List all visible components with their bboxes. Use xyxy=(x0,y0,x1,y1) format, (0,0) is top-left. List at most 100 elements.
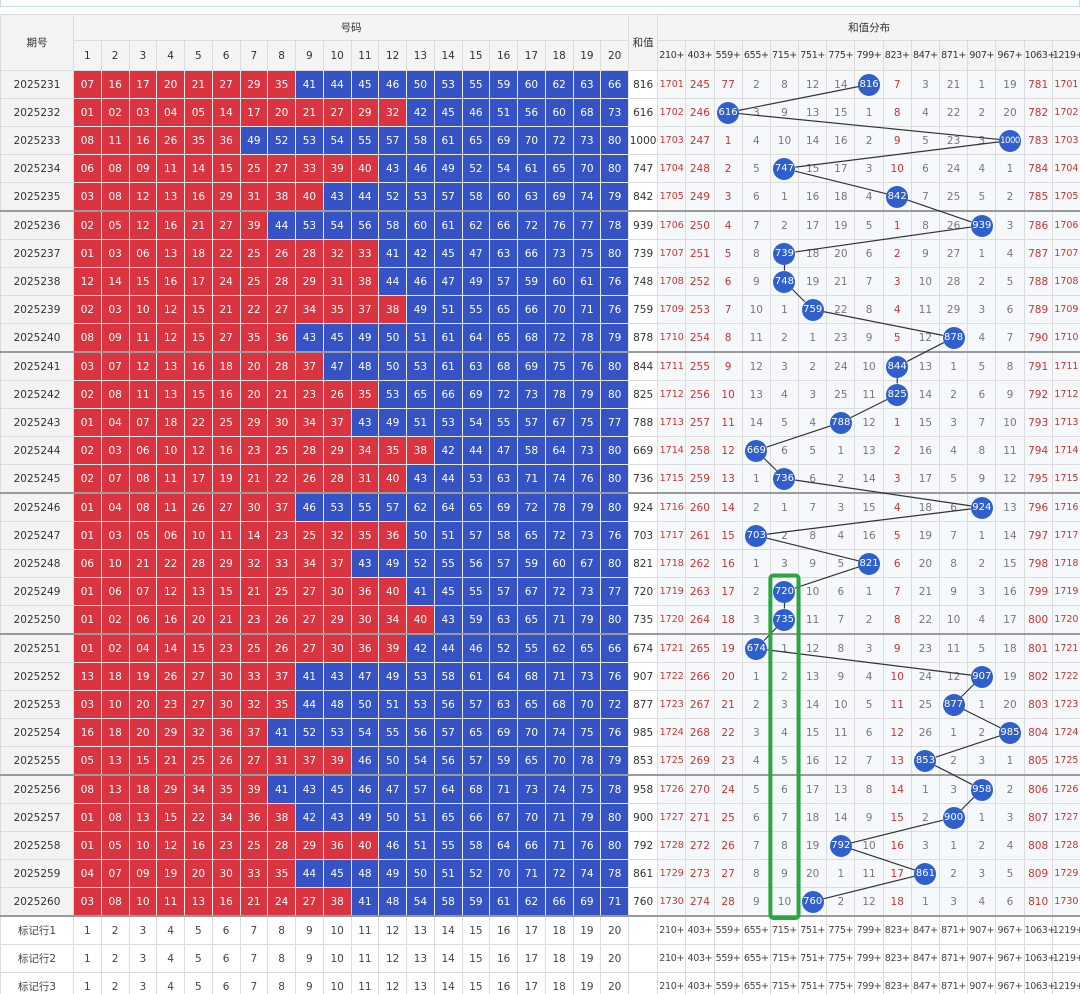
number-ball: 44 xyxy=(295,859,324,888)
distribution-column-header: 775+ xyxy=(826,40,856,71)
hit-ball: 825 xyxy=(886,383,909,406)
number-ball: 27 xyxy=(322,98,352,127)
number-ball: 50 xyxy=(350,690,380,719)
distribution-value: 1726 xyxy=(657,774,687,804)
marker-distribution: 847+ xyxy=(910,972,941,994)
marker-distribution: 559+ xyxy=(713,915,743,945)
distribution-value: 251 xyxy=(685,239,715,268)
distribution-value: 4 xyxy=(967,887,997,917)
distribution-value: 1710 xyxy=(1051,323,1080,353)
period: 2025236 xyxy=(0,210,74,240)
number-ball: 07 xyxy=(128,577,158,606)
distribution-value: 6 xyxy=(882,549,912,578)
marker-number: 16 xyxy=(489,972,518,994)
number-ball: 21 xyxy=(211,605,241,635)
number-ball: 20 xyxy=(128,690,158,719)
distribution-value: 2 xyxy=(910,803,941,832)
distribution-value: 1 xyxy=(769,295,800,324)
distribution-value: 1705 xyxy=(657,182,687,212)
marker-number: 14 xyxy=(433,972,463,994)
number-ball: 56 xyxy=(517,98,546,127)
distribution-value: 17 xyxy=(798,210,828,240)
distribution-column-header: 847+ xyxy=(910,40,941,71)
distribution-value: 24 xyxy=(826,351,856,381)
number-ball: 78 xyxy=(544,492,574,522)
distribution-value: 23 xyxy=(713,746,743,776)
number-ball: 58 xyxy=(517,436,546,465)
trend-table: 期号 号码 和值 和值分布 1 2 3 4 5 6 7 8 9 10 11 12 13 14 15 16 17 18 19 2… xyxy=(0,14,1080,994)
distribution-value: 1717 xyxy=(657,521,687,550)
number-ball: 55 xyxy=(433,831,463,860)
data-row: 2025245 02 07 08 11 17 19 21 22 26 28 31 40 43 44 53 63 7… xyxy=(0,464,1080,494)
number-column-header: 13 xyxy=(406,40,435,71)
number-ball: 10 xyxy=(100,549,130,578)
distribution-value: 13 xyxy=(798,662,828,691)
number-ball: 67 xyxy=(489,803,518,832)
distribution-value: 4 xyxy=(798,408,828,437)
sum-value: 1000 xyxy=(628,126,659,155)
distribution-value: 25 xyxy=(826,380,856,409)
distribution-value: 15 xyxy=(854,492,884,522)
number-ball: 43 xyxy=(322,662,352,691)
number-ball: 38 xyxy=(350,267,380,296)
distribution-value: 6 xyxy=(854,718,884,747)
distribution-value: 2 xyxy=(826,464,856,494)
number-ball: 21 xyxy=(184,70,213,99)
distribution-value: 3 xyxy=(854,633,884,663)
number-ball: 08 xyxy=(73,323,102,353)
distribution-value: 785 xyxy=(1023,182,1053,212)
distribution-value: 259 xyxy=(685,464,715,494)
distribution-value: 3 xyxy=(967,746,997,776)
sum-value: 747 xyxy=(628,154,659,183)
sum-value: 878 xyxy=(628,323,659,353)
number-ball: 35 xyxy=(350,380,380,409)
number-ball: 16 xyxy=(100,70,130,99)
distribution-value: 10 xyxy=(826,690,856,719)
distribution-value: 1 xyxy=(938,831,969,860)
distribution-value: 1 xyxy=(882,210,912,240)
distribution-value: 11 xyxy=(995,436,1025,465)
number-ball: 56 xyxy=(350,210,380,240)
number-ball: 76 xyxy=(572,351,602,381)
sum-value: 900 xyxy=(628,803,659,832)
number-ball: 72 xyxy=(544,577,574,606)
distribution-value: 3 xyxy=(938,774,969,804)
number-ball: 16 xyxy=(211,436,241,465)
marker-distribution: 210+ xyxy=(657,944,687,973)
number-ball: 64 xyxy=(489,831,518,860)
distribution-value: 6 xyxy=(910,154,941,183)
number-ball: 27 xyxy=(211,210,241,240)
marker-number: 3 xyxy=(128,915,158,945)
number-ball: 37 xyxy=(322,408,352,437)
distribution-value: 26 xyxy=(938,210,969,240)
distribution-value: 18 xyxy=(995,633,1025,663)
distribution-value: 256 xyxy=(685,380,715,409)
number-ball: 51 xyxy=(489,98,518,127)
number-ball: 62 xyxy=(544,70,574,99)
number-ball: 25 xyxy=(239,267,269,296)
marker-number: 6 xyxy=(211,944,241,973)
distribution-value: 6 xyxy=(938,492,969,522)
number-ball: 64 xyxy=(544,436,574,465)
distribution-value: 20 xyxy=(826,239,856,268)
distribution-value: 2 xyxy=(995,774,1025,804)
distribution-value: 803 xyxy=(1023,690,1053,719)
number-ball: 27 xyxy=(267,295,296,324)
number-ball: 30 xyxy=(211,690,241,719)
number-ball: 65 xyxy=(517,746,546,776)
number-ball: 28 xyxy=(322,464,352,494)
number-ball: 05 xyxy=(128,521,158,550)
distribution-value: 11 xyxy=(713,408,743,437)
distribution-value: 9 xyxy=(967,464,997,494)
distribution-value: 11 xyxy=(741,323,771,353)
period: 2025256 xyxy=(0,774,74,804)
distribution-value: 4 xyxy=(882,492,912,522)
distribution-value: 271 xyxy=(685,803,715,832)
distribution-value: 274 xyxy=(685,887,715,917)
marker-distribution: 403+ xyxy=(685,915,715,945)
number-ball: 61 xyxy=(433,323,463,353)
sum-value: 759 xyxy=(628,295,659,324)
marker-number: 2 xyxy=(100,944,130,973)
marker-distribution: 907+ xyxy=(967,915,997,945)
distribution-value: 27 xyxy=(938,239,969,268)
